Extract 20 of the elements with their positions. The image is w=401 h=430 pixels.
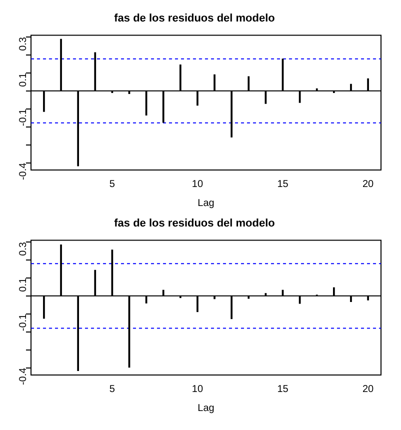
x-tick-label: 15 xyxy=(277,384,289,395)
y-tick-label: 0.3 xyxy=(18,36,29,51)
x-tick-label: 5 xyxy=(109,384,116,395)
chart-title: fas de los residuos del modelo xyxy=(114,12,276,25)
chart-title: fas de los residuos del modelo xyxy=(114,218,276,230)
x-axis-title: Lag xyxy=(198,198,214,209)
x-tick-label: 20 xyxy=(362,384,374,395)
x-tick-label: 5 xyxy=(109,178,116,190)
x-tick-label: 10 xyxy=(192,178,204,190)
x-tick-label: 10 xyxy=(192,384,204,395)
x-tick-label: 20 xyxy=(362,178,374,190)
y-tick-label: -0.1 xyxy=(18,108,29,126)
y-tick-label: 0.1 xyxy=(18,72,29,87)
y-tick-label: 0.3 xyxy=(18,242,29,256)
y-tick-label: 0.1 xyxy=(18,278,29,292)
x-tick-label: 15 xyxy=(277,178,289,190)
x-axis-title: Lag xyxy=(198,402,214,414)
y-tick-label: -0.4 xyxy=(18,367,29,386)
y-tick-label: -0.4 xyxy=(18,162,29,180)
y-tick-label: -0.1 xyxy=(18,313,29,332)
